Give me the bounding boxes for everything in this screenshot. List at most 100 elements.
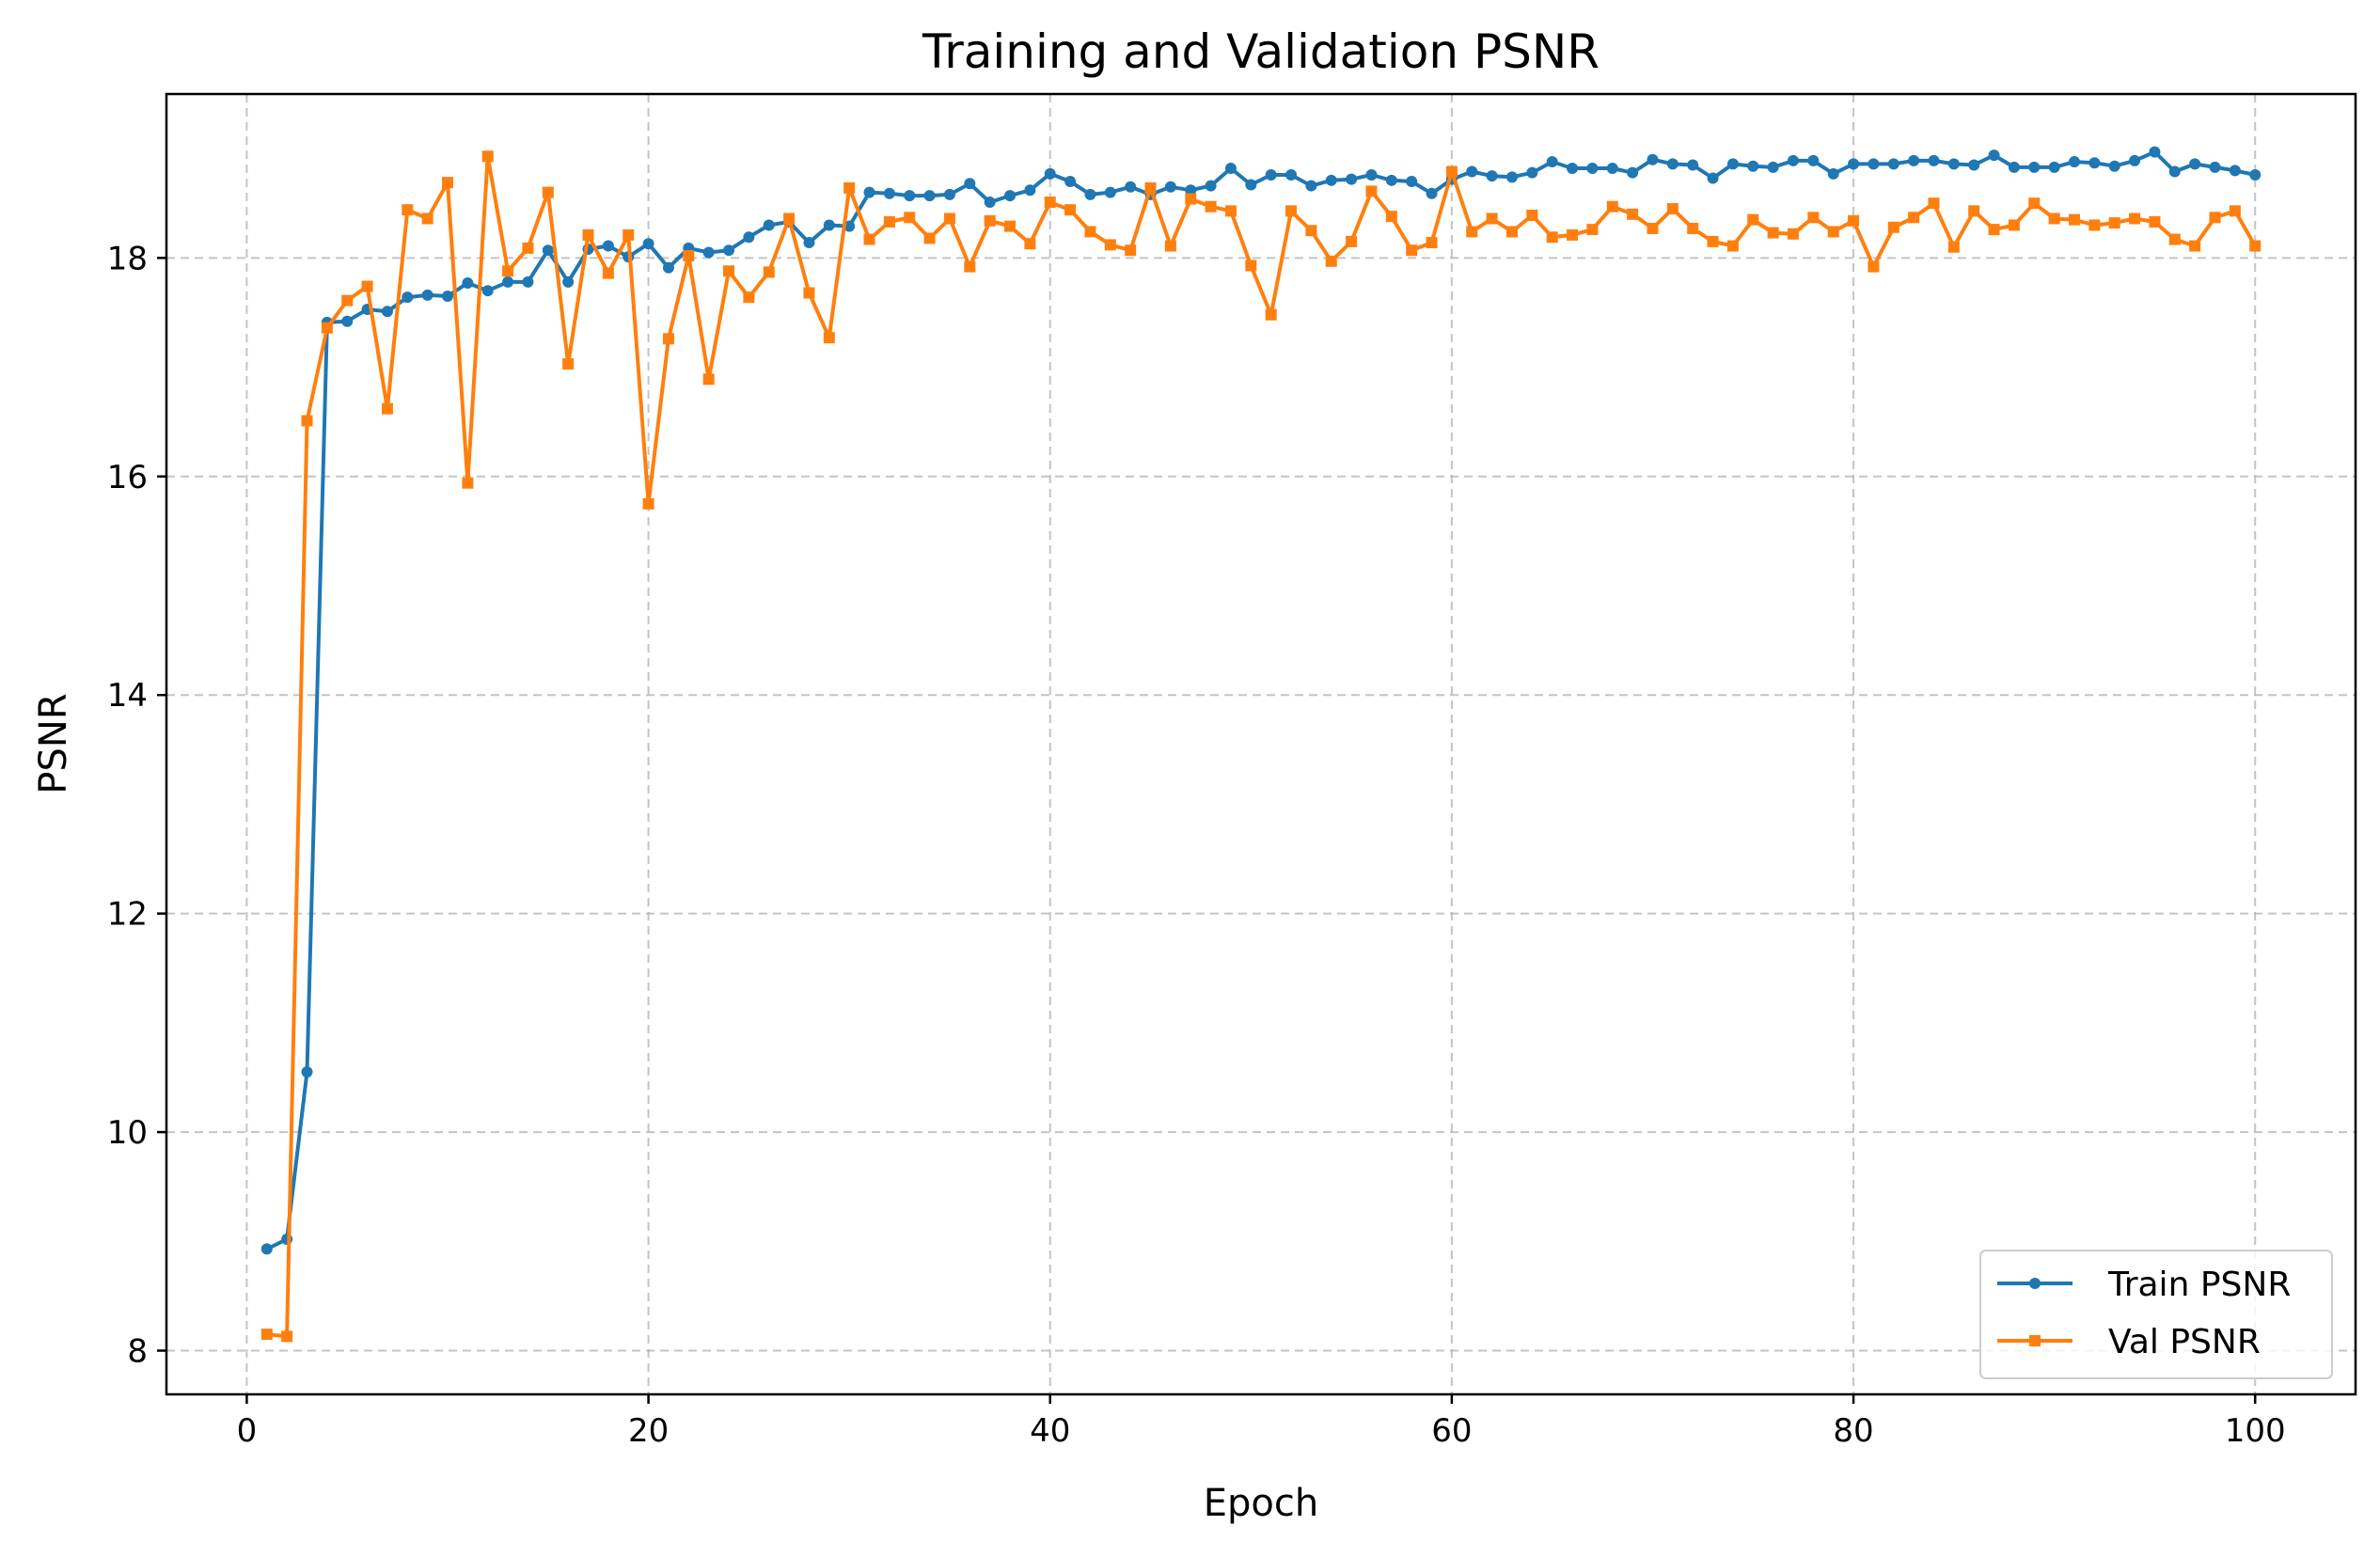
series-val-point [361,280,373,292]
series-train-point [1747,160,1759,172]
series-val-point [883,215,895,228]
series-train-point [1908,154,1920,166]
series-train-point [2008,161,2020,173]
x-tick-label: 60 [1431,1412,1472,1450]
series-val-point [1325,255,1337,267]
series-train-point [522,275,534,288]
series-val-point [1767,227,1779,239]
series-val-point [1747,213,1759,226]
series-val-point [1988,224,2000,236]
series-train-point [1988,149,2000,162]
series-train-point [964,178,976,190]
x-tick-label: 40 [1030,1412,1070,1450]
series-val-point [2129,212,2141,225]
series-train-point [1486,170,1498,182]
series-val-point [923,232,936,244]
series-val-point [642,497,654,510]
series-train-point [863,186,875,198]
series-val-point [1365,185,1378,197]
series-train-point [1044,167,1056,180]
series-val-point [1868,260,1880,273]
chart-title: Training and Validation PSNR [922,24,1600,79]
series-train-point [1164,181,1176,193]
series-train-point [1767,161,1779,173]
series-val-point [743,291,755,304]
series-train-point [1365,169,1378,181]
series-val-point [2149,215,2161,228]
series-val-point [1947,241,1960,253]
series-train-point [442,291,454,303]
series-train-point [1848,158,1860,170]
series-train-point [943,188,955,200]
series-val-point [1707,235,1719,247]
series-val-point [502,265,514,277]
series-val-point [1164,240,1176,252]
series-val-point [1928,197,1940,210]
series-val-point [1125,244,1137,257]
series-train-point [341,315,354,327]
series-val-point [442,177,454,189]
series-train-point [1224,163,1237,175]
legend-val-label: Val PSNR [2108,1323,2261,1361]
series-val [260,150,2262,1343]
series-val-point [2168,233,2181,245]
series-train-point [883,187,895,199]
series-train-point [2068,156,2080,168]
series-train-point [1064,175,1077,187]
series-val-point [1887,221,1899,233]
series-val-point [783,212,796,225]
series-val-point [1305,225,1317,237]
series-val-point [542,186,554,198]
series-val-point [2048,212,2060,225]
series-val-point [1144,181,1157,194]
y-tick-label: 12 [107,896,148,934]
y-tick-label: 8 [127,1333,148,1371]
series-train-point [743,231,755,244]
series-train [260,146,2262,1255]
series-train-point [843,220,856,232]
series-train-point [984,197,996,209]
series-train-point [1787,154,1799,166]
series-train-point [1185,184,1197,197]
series-val-point [1546,231,1558,244]
series-train-point [923,190,936,202]
series-val-point [281,1330,293,1343]
series-val-point [1205,200,1217,212]
series-train-point [823,219,835,231]
series-val-point [943,212,955,225]
x-tick-label: 80 [1833,1412,1873,1450]
series-val-point [582,228,594,241]
series-val-point [462,477,474,489]
series-val-point [402,204,414,216]
series-train-point [1928,154,1940,166]
x-tick-label: 0 [237,1412,258,1450]
series-val-point [1084,226,1096,238]
series-train-point [1084,188,1096,200]
series-val-point [723,265,735,277]
series-val-point [683,250,695,262]
series-train-point [1505,171,1518,183]
series-train-point [481,285,494,297]
series-val-point [2088,219,2101,231]
series-val-point [1848,214,1860,227]
series-train-point [1707,172,1719,184]
series-val-point [562,358,575,370]
series-train-point [1265,169,1277,181]
series-train-point [1346,173,1358,185]
series-train-point [1968,159,1980,171]
series-val-point [1787,228,1799,240]
series-val-point [1486,212,1498,225]
series-train-point [662,261,674,274]
series-val-line [266,154,2257,1339]
series-val-point [1426,237,1438,249]
series-val-point [1968,205,1980,217]
series-val-point [904,212,916,224]
series-val-point [984,214,996,227]
series-train-point [1285,169,1298,181]
plot-frame [165,92,2357,1396]
series-val-point [662,333,674,345]
series-val-point [481,150,494,163]
series-val-point [2209,212,2221,224]
